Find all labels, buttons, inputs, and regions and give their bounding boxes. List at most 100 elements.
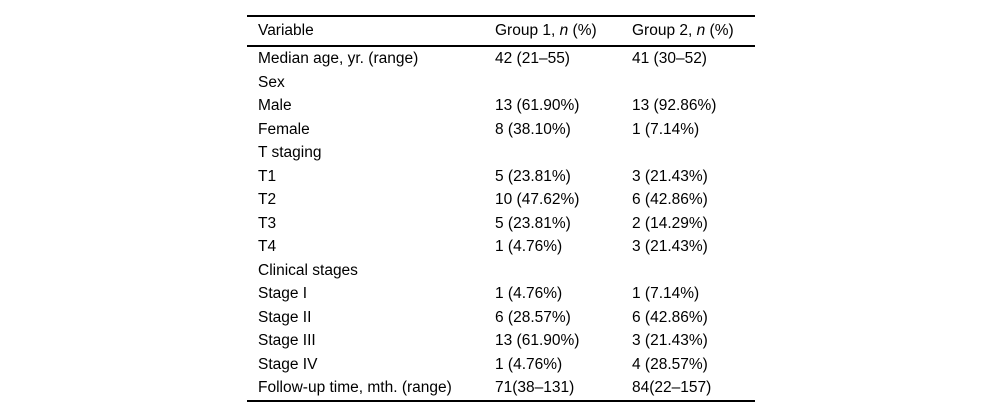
variable-label: Stage IV xyxy=(258,355,318,373)
table-row: Stage III 13 (61.90%) 3 (21.43%) xyxy=(247,329,755,353)
group2-cell: 3 (21.43%) xyxy=(632,333,755,349)
variable-label: Median age, yr. (range) xyxy=(258,50,419,67)
column-header-text: Group 1, xyxy=(495,22,560,40)
group1-value: 13 (61.90%) xyxy=(495,332,580,349)
variable-label: T4 xyxy=(258,238,277,255)
group2-cell: 41 (30–52) xyxy=(632,51,755,67)
group1-value: 1 (4.76%) xyxy=(495,285,563,302)
group1-cell: 13 (61.90%) xyxy=(495,98,632,114)
group2-value: 6 (42.86%) xyxy=(632,308,708,326)
variable-label: Stage III xyxy=(258,332,316,349)
group2-cell: 6 (42.86%) xyxy=(632,308,755,326)
table-row: Stage II 6 (28.57%) 6 (42.86%) xyxy=(247,306,755,330)
group2-value: 41 (30–52) xyxy=(632,50,707,67)
variable-label: Stage I xyxy=(258,285,308,302)
variable-label: Clinical stages xyxy=(258,261,358,279)
group2-value: 4 (28.57%) xyxy=(632,355,708,373)
column-header: Group 1, n (%) xyxy=(495,23,632,39)
column-header-italic-n: n xyxy=(559,22,569,40)
variable-label: Follow-up time, mth. (range) xyxy=(258,379,452,396)
table-row: Female 8 (38.10%) 1 (7.14%) xyxy=(247,118,755,142)
group1-cell: 71(38–131) xyxy=(495,380,632,396)
variable-cell: Stage IV xyxy=(247,355,495,373)
variable-cell: Female xyxy=(247,120,495,138)
table-row: T1 5 (23.81%) 3 (21.43%) xyxy=(247,165,755,189)
group2-cell: 3 (21.43%) xyxy=(632,167,755,185)
group1-value: 10 (47.62%) xyxy=(495,191,580,208)
variable-cell: Follow-up time, mth. (range) xyxy=(247,380,495,396)
table-row: Median age, yr. (range) 42 (21–55) 41 (3… xyxy=(247,47,755,71)
group1-cell: 8 (38.10%) xyxy=(495,120,632,138)
table-row: T staging xyxy=(247,141,755,165)
group1-cell: 10 (47.62%) xyxy=(495,192,632,208)
clinical-characteristics-table: Variable Group 1, n (%) Group 2, n (%) Med… xyxy=(247,15,755,402)
group1-cell: 1 (4.76%) xyxy=(495,286,632,302)
group2-value: 3 (21.43%) xyxy=(632,167,708,185)
variable-label: Stage II xyxy=(258,308,312,326)
variable-cell: T2 xyxy=(247,192,495,208)
table-body: Median age, yr. (range) 42 (21–55) 41 (3… xyxy=(247,47,755,400)
variable-label: T2 xyxy=(258,191,277,208)
table-row: Sex xyxy=(247,71,755,95)
group1-cell: 5 (23.81%) xyxy=(495,214,632,232)
group1-value: 1 (4.76%) xyxy=(495,238,563,255)
group1-cell: 42 (21–55) xyxy=(495,51,632,67)
table-row: T2 10 (47.62%) 6 (42.86%) xyxy=(247,188,755,212)
group1-value: 42 (21–55) xyxy=(495,50,570,67)
group1-value: 71(38–131) xyxy=(495,379,575,396)
group1-cell: 6 (28.57%) xyxy=(495,308,632,326)
variable-label: Female xyxy=(258,120,310,138)
table-row: T4 1 (4.76%) 3 (21.43%) xyxy=(247,235,755,259)
group2-value: 2 (14.29%) xyxy=(632,214,708,232)
group1-value: 8 (38.10%) xyxy=(495,120,571,138)
group1-cell: 1 (4.76%) xyxy=(495,239,632,255)
variable-label: T1 xyxy=(258,167,277,185)
variable-cell: Male xyxy=(247,98,495,114)
group2-value: 1 (7.14%) xyxy=(632,120,700,138)
variable-cell: Clinical stages xyxy=(247,261,495,279)
variable-cell: Median age, yr. (range) xyxy=(247,51,495,67)
variable-cell: Stage I xyxy=(247,286,495,302)
table-row: Follow-up time, mth. (range) 71(38–131) … xyxy=(247,376,755,400)
table-row: Clinical stages xyxy=(247,259,755,283)
group2-cell: 3 (21.43%) xyxy=(632,239,755,255)
group2-value: 3 (21.43%) xyxy=(632,332,708,349)
variable-label: Sex xyxy=(258,73,285,91)
column-header-text: Variable xyxy=(258,22,314,40)
variable-label: T staging xyxy=(258,144,322,161)
table-row: Stage I 1 (4.76%) 1 (7.14%) xyxy=(247,282,755,306)
variable-cell: T3 xyxy=(247,214,495,232)
variable-cell: Sex xyxy=(247,73,495,91)
column-header: Variable xyxy=(247,23,495,39)
group2-cell: 1 (7.14%) xyxy=(632,286,755,302)
group1-cell: 13 (61.90%) xyxy=(495,333,632,349)
group2-value: 6 (42.86%) xyxy=(632,191,708,208)
group2-value: 1 (7.14%) xyxy=(632,285,700,302)
table-row: Stage IV 1 (4.76%) 4 (28.57%) xyxy=(247,353,755,377)
variable-label: Male xyxy=(258,97,292,114)
group1-value: 5 (23.81%) xyxy=(495,167,571,185)
group1-value: 6 (28.57%) xyxy=(495,308,571,326)
column-header-text: Group 2, xyxy=(632,22,697,40)
column-header-suffix: (%) xyxy=(705,22,734,40)
variable-cell: Stage III xyxy=(247,333,495,349)
group2-value: 84(22–157) xyxy=(632,379,712,396)
group2-cell: 13 (92.86%) xyxy=(632,98,755,114)
variable-cell: T staging xyxy=(247,145,495,161)
group1-value: 1 (4.76%) xyxy=(495,355,563,373)
group2-value: 3 (21.43%) xyxy=(632,238,708,255)
group2-cell: 6 (42.86%) xyxy=(632,192,755,208)
group2-cell: 84(22–157) xyxy=(632,380,755,396)
group1-value: 13 (61.90%) xyxy=(495,97,580,114)
variable-label: T3 xyxy=(258,214,277,232)
variable-cell: Stage II xyxy=(247,308,495,326)
group1-value: 5 (23.81%) xyxy=(495,214,571,232)
group1-cell: 1 (4.76%) xyxy=(495,355,632,373)
group2-cell: 2 (14.29%) xyxy=(632,214,755,232)
group2-cell: 4 (28.57%) xyxy=(632,355,755,373)
column-header: Group 2, n (%) xyxy=(632,23,755,39)
table-row: T3 5 (23.81%) 2 (14.29%) xyxy=(247,212,755,236)
variable-cell: T4 xyxy=(247,239,495,255)
variable-cell: T1 xyxy=(247,167,495,185)
